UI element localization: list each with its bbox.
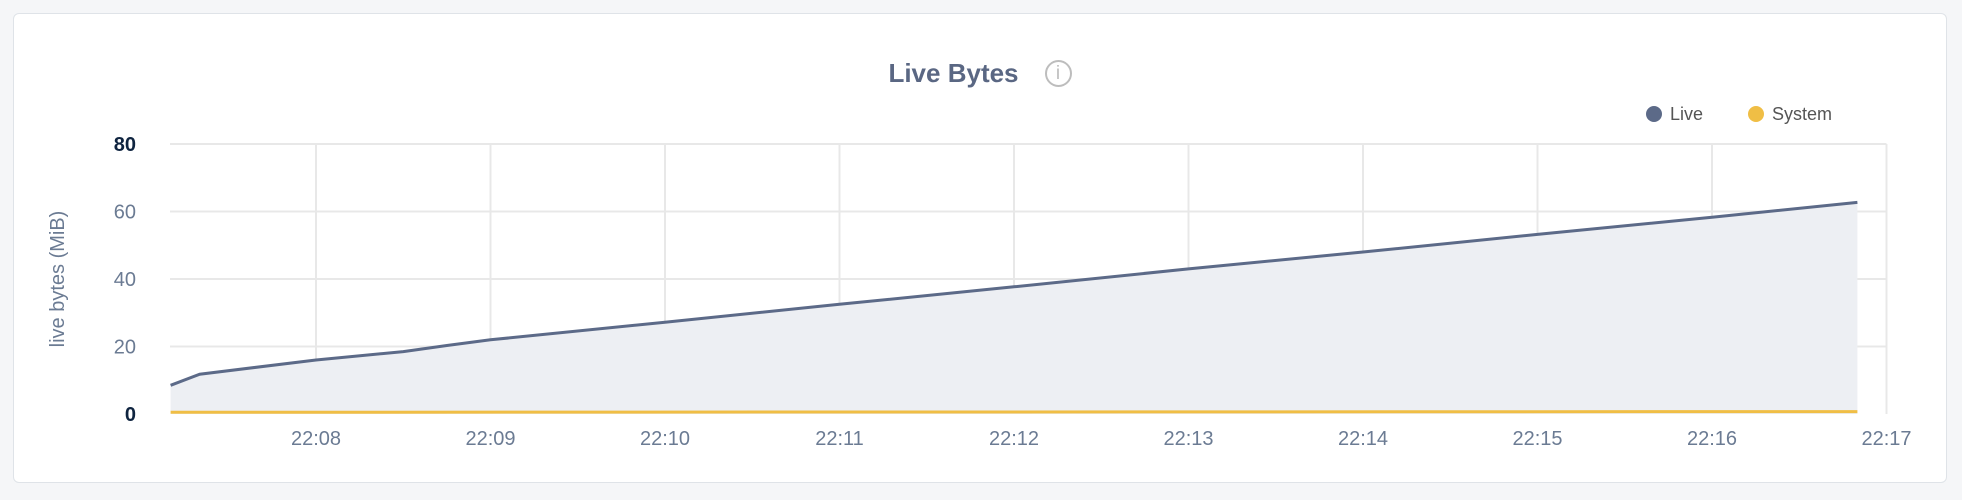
series-line-system (170, 410, 1858, 414)
x-tick-label: 22:08 (291, 428, 341, 450)
legend-label-system: System (1772, 104, 1832, 124)
legend-dot-system (1748, 106, 1764, 122)
x-tick-label: 22:09 (465, 428, 515, 450)
info-icon[interactable]: i (1044, 60, 1072, 87)
legend-label-live: Live (1670, 104, 1703, 124)
x-tick-label: 22:12 (989, 428, 1039, 450)
chart-title: Live Bytes (888, 58, 1019, 88)
series-line-live (170, 200, 1858, 387)
series-area-live (170, 202, 1858, 414)
y-tick-label: 0 (125, 404, 136, 426)
chart-header: Live Bytes i (14, 58, 1946, 89)
legend-dot-live (1646, 106, 1662, 122)
y-tick-label: 40 (114, 269, 136, 291)
x-tick-label: 22:14 (1338, 428, 1388, 450)
y-tick-label: 60 (114, 202, 136, 224)
x-tick-label: 22:16 (1687, 428, 1737, 450)
y-axis-label: live bytes (MiB) (47, 211, 69, 348)
y-tick-label: 80 (114, 134, 136, 156)
x-tick-label: 22:11 (815, 428, 864, 450)
x-tick-label: 22:17 (1861, 428, 1911, 450)
x-tick-label: 22:15 (1512, 428, 1562, 450)
x-tick-label: 22:10 (640, 428, 690, 450)
y-tick-label: 20 (114, 337, 136, 359)
x-tick-label: 22:13 (1163, 428, 1213, 450)
